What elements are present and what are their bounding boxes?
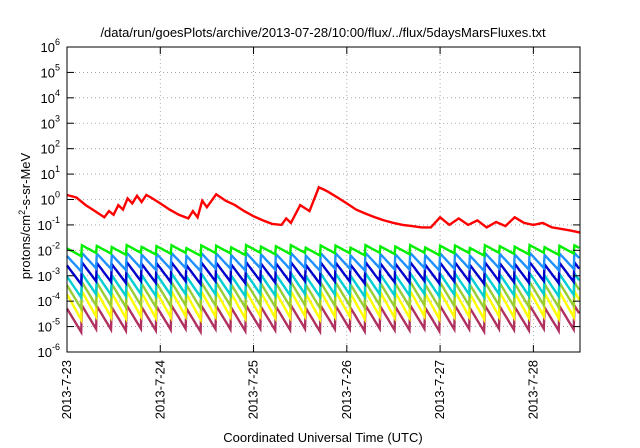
x-tick-label: 2013-7-25 [246,360,261,419]
series-layer [65,185,581,337]
series-line [65,277,581,313]
series-line [66,269,581,302]
y-tick-label: 10-1 [38,215,60,233]
tick-marks [66,46,580,353]
y-tick-label: 101 [41,164,60,182]
y-tick-label: 102 [41,139,60,157]
y-axis-label: protons/cm2-s-sr-MeV [17,152,33,279]
x-tick-labels: 2013-7-23 2013-7-24 2013-7-25 2013-7-26 2013… [59,360,540,419]
x-tick-label: 2013-7-26 [339,360,354,419]
y-tick-label: 103 [41,113,60,131]
y-tick-label: 106 [41,37,60,55]
y-tick-labels: 10-6 10-5 10-4 10-3 10-2 10-1 100 101 102 103 104 1… [38,37,60,360]
y-tick-label: 10-2 [38,240,60,258]
y-tick-label: 10-4 [38,291,60,309]
x-axis-label: Coordinated Universal Time (UTC) [223,430,422,445]
series-line [65,301,581,337]
x-tick-label: 2013-7-24 [152,360,167,419]
x-tick-label: 2013-7-23 [59,360,74,419]
series-line [66,243,580,259]
x-tick-label: 2013-7-27 [432,360,447,419]
y-tick-label: 100 [41,190,60,208]
y-tick-label: 10-3 [38,266,60,284]
x-tick-label: 2013-7-28 [525,360,540,419]
y-tick-label: 10-6 [38,342,60,360]
series-line [65,286,581,325]
series-line [66,185,581,234]
series-line [66,258,581,288]
y-tick-label: 10-5 [38,317,60,335]
y-tick-label: 105 [41,62,60,80]
y-tick-label: 104 [41,88,60,106]
chart-title: /data/run/goesPlots/archive/2013-07-28/1… [100,25,546,40]
series-line [66,249,580,275]
